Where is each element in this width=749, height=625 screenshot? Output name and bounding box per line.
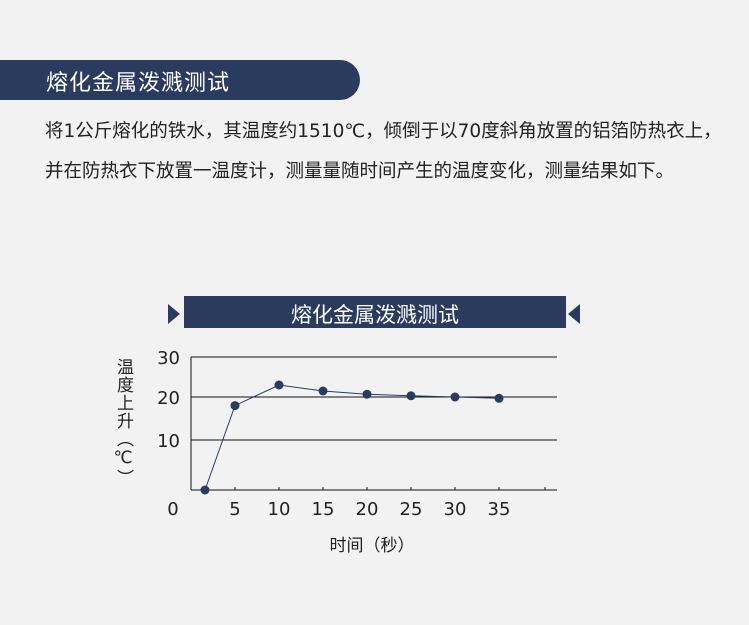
x-tick-label: 25 — [400, 499, 423, 520]
data-point — [274, 380, 284, 390]
y-axis-label: 温度上升（℃） — [113, 358, 133, 487]
y-tick-label: 30 — [157, 348, 180, 369]
x-tick-label: 0 — [167, 499, 178, 520]
x-tick-label: 15 — [312, 499, 335, 520]
data-point — [450, 392, 460, 402]
x-tick-label: 30 — [444, 499, 467, 520]
series-line — [204, 384, 500, 491]
x-tick-label: 35 — [488, 499, 511, 520]
chart-title-left-arrow — [168, 304, 180, 324]
data-point — [362, 389, 372, 399]
data-point — [230, 401, 240, 411]
chart-title-right-arrow — [568, 304, 580, 324]
chart-title: 熔化金属泼溅测试 — [291, 303, 459, 327]
data-point — [318, 386, 328, 396]
data-point — [494, 393, 504, 403]
description-text: 将1公斤熔化的铁水，其温度约1510℃，倾倒于以70度斜角放置的铝箔防热衣上，并… — [45, 121, 722, 182]
x-axis-label: 时间（秒） — [330, 536, 415, 556]
header-banner: 熔化金属泼溅测试 — [0, 60, 360, 100]
x-tick-label: 10 — [268, 499, 291, 520]
data-point — [200, 485, 210, 495]
y-tick-label: 20 — [157, 388, 180, 409]
data-point — [406, 391, 416, 401]
page-title: 熔化金属泼溅测试 — [46, 71, 231, 96]
y-tick-label: 10 — [157, 431, 180, 452]
x-tick-label: 5 — [229, 499, 240, 520]
chart-title-bar — [184, 296, 566, 328]
x-tick-label: 20 — [356, 499, 379, 520]
